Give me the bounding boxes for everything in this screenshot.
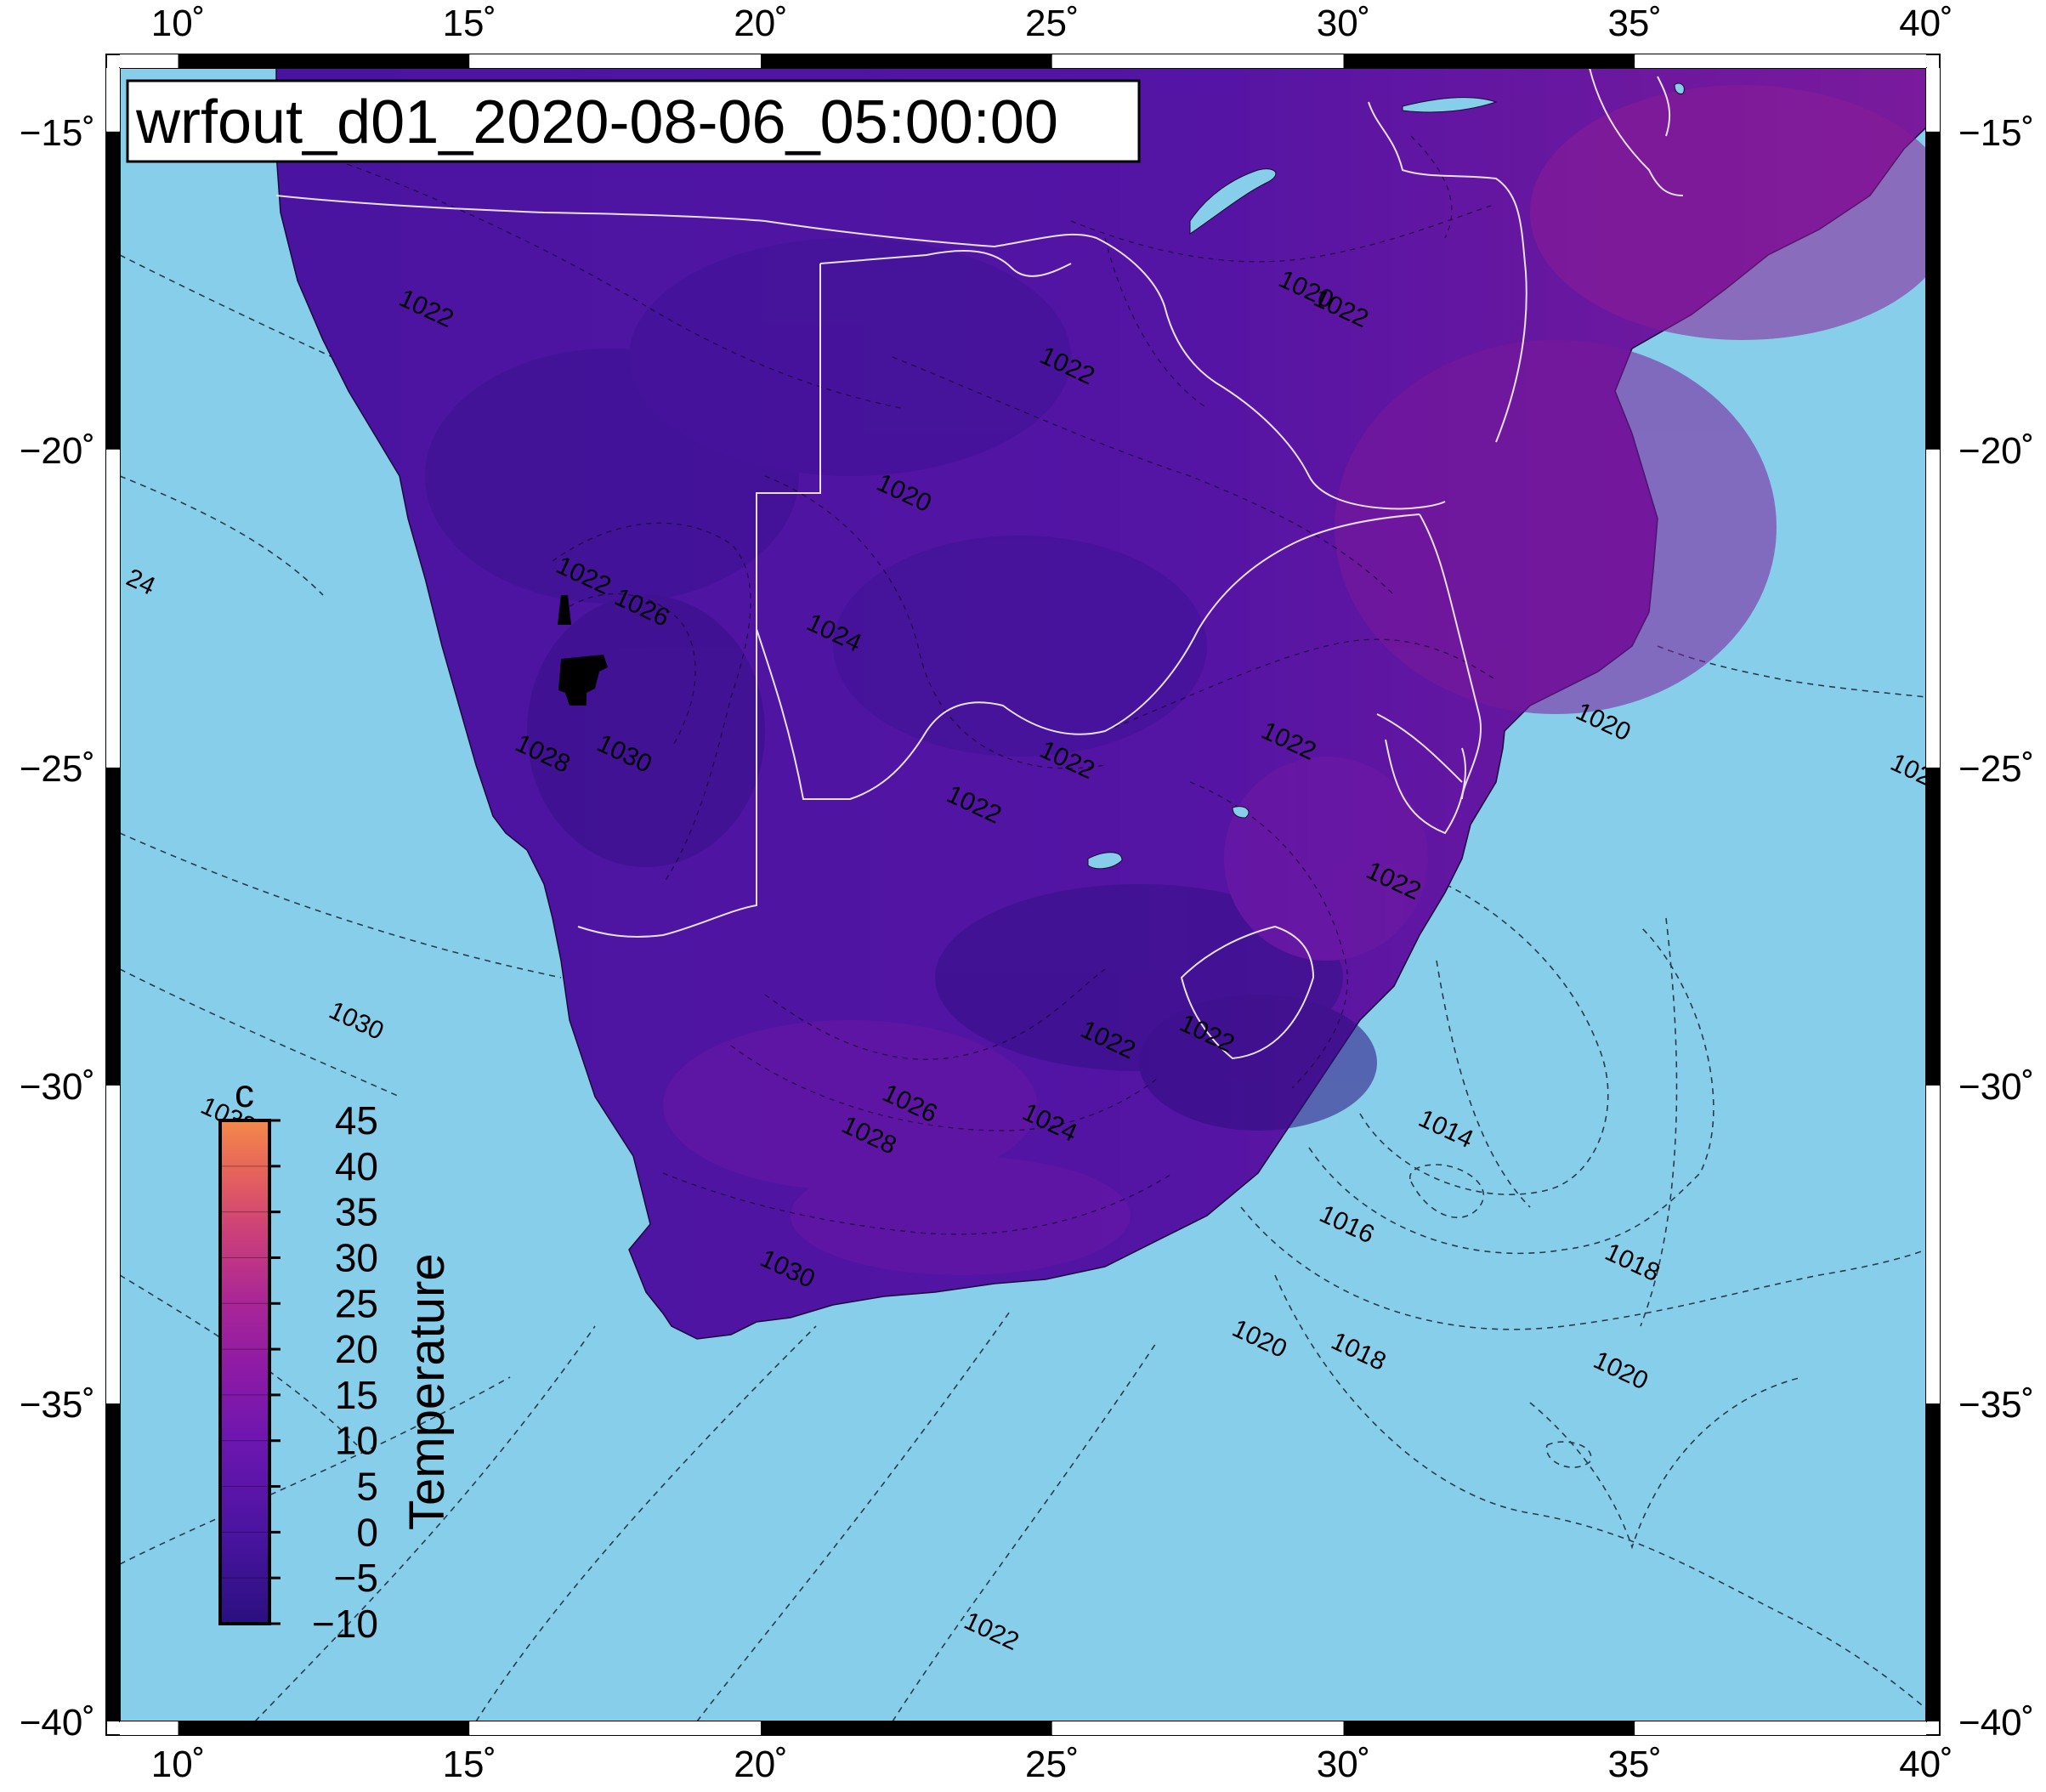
- lat-tick-label-left: −25˚: [20, 748, 95, 790]
- lon-tick-label-bottom: 25˚: [1025, 1744, 1080, 1785]
- frame-band-left: [106, 449, 120, 768]
- lat-tick-label-right: −25˚: [1958, 748, 2034, 790]
- colorbar-tick-label: 35: [335, 1190, 378, 1234]
- frame-band-top: [1051, 54, 1344, 68]
- colorbar-tick-label: −10: [312, 1602, 378, 1646]
- lon-tick-label-top: 30˚: [1317, 3, 1371, 44]
- colorbar-bands: [220, 1165, 269, 1579]
- frame-band-left: [106, 1085, 120, 1404]
- lat-tick-label-right: −15˚: [1958, 112, 2034, 154]
- axis-tick-labels: 10˚ 10˚ 15˚ 15˚ 20˚ 20˚ 25˚ 25˚ 30˚ 30˚ 35˚ 35˚ 40˚ 4…: [20, 3, 2035, 1785]
- lat-tick-label-right: −20˚: [1958, 430, 2034, 472]
- lon-tick-label-bottom: 35˚: [1607, 1744, 1662, 1785]
- land-pressure-contours: [288, 135, 1497, 1235]
- frame-band-bottom: [1343, 1721, 1635, 1735]
- colorbar-ramp: [220, 1120, 269, 1624]
- lon-tick-label-bottom: 40˚: [1899, 1744, 1953, 1785]
- frame-band-bottom: [1635, 1721, 1926, 1735]
- national-borders: [275, 68, 1684, 1060]
- frame-band-left: [106, 767, 120, 1086]
- temperature-shading: [425, 85, 1926, 1275]
- colorbar-tick-label: 45: [335, 1098, 378, 1143]
- frame-band-top: [1343, 54, 1635, 68]
- colorbar-tick-label: 30: [335, 1235, 378, 1279]
- lon-tick-label-top: 25˚: [1025, 3, 1080, 44]
- lon-tick-label-bottom: 30˚: [1317, 1744, 1371, 1785]
- frame-band-bottom: [178, 1721, 470, 1735]
- lat-tick-label-right: −35˚: [1958, 1384, 2034, 1426]
- frame-band-right: [1926, 1085, 1940, 1404]
- frame-band-left: [106, 1403, 120, 1721]
- colorbar-tick-label: −5: [334, 1556, 378, 1600]
- no-data-patches: [558, 595, 608, 706]
- lon-tick-label-top: 20˚: [734, 3, 788, 44]
- frame-band-bottom: [120, 1721, 179, 1735]
- frame-band-right: [1926, 68, 1940, 132]
- frame-band-right: [1926, 449, 1940, 768]
- lat-tick-label-right: −30˚: [1958, 1066, 2034, 1108]
- lat-tick-label-right: −40˚: [1958, 1702, 2034, 1744]
- lon-tick-label-bottom: 15˚: [442, 1744, 496, 1785]
- lat-tick-label-left: −15˚: [20, 112, 95, 154]
- lon-tick-label-bottom: 20˚: [734, 1744, 788, 1785]
- colorbar-tick-label: 15: [335, 1373, 378, 1417]
- frame-band-top: [469, 54, 762, 68]
- colorbar-tick-label: 0: [356, 1510, 378, 1554]
- frame-band-top: [761, 54, 1052, 68]
- frame-band-left: [106, 68, 120, 132]
- frame-band-right: [1926, 1403, 1940, 1721]
- colorbar-tick-label: 40: [335, 1144, 378, 1188]
- lon-tick-label-top: 15˚: [442, 3, 496, 44]
- lon-tick-label-top: 35˚: [1607, 3, 1662, 44]
- frame-band-bottom: [469, 1721, 762, 1735]
- lon-tick-label-bottom: 10˚: [151, 1744, 206, 1785]
- frame-band-bottom: [1051, 1721, 1344, 1735]
- frame-band-bottom: [761, 1721, 1052, 1735]
- frame-band-right: [1926, 767, 1940, 1086]
- lat-tick-label-left: −35˚: [20, 1384, 95, 1426]
- lakes: [1087, 82, 1685, 870]
- lon-tick-label-top: 40˚: [1899, 3, 1953, 44]
- frame-band-top: [1635, 54, 1926, 68]
- lat-tick-label-left: −30˚: [20, 1066, 95, 1108]
- colorbar-title: Temperature: [400, 1253, 455, 1530]
- colorbar-tick-label: 25: [335, 1281, 378, 1325]
- colorbar-unit: c: [235, 1071, 254, 1115]
- colorbar-tick-label: 20: [335, 1327, 378, 1371]
- map-title: wrfout_d01_2020-08-06_05:00:00: [135, 88, 1058, 156]
- title-box: wrfout_d01_2020-08-06_05:00:00: [126, 79, 1141, 163]
- frame-band-top: [120, 54, 179, 68]
- frame-band-top: [178, 54, 470, 68]
- lon-tick-label-top: 10˚: [151, 3, 206, 44]
- lat-tick-label-left: −20˚: [20, 430, 95, 472]
- map-frame: [105, 54, 1941, 1736]
- lat-tick-label-left: −40˚: [20, 1702, 95, 1744]
- colorbar-tick-label: 5: [356, 1465, 378, 1509]
- colorbar-tick-label: 10: [335, 1419, 378, 1463]
- frame-band-left: [106, 131, 120, 450]
- frame-band-right: [1926, 131, 1940, 450]
